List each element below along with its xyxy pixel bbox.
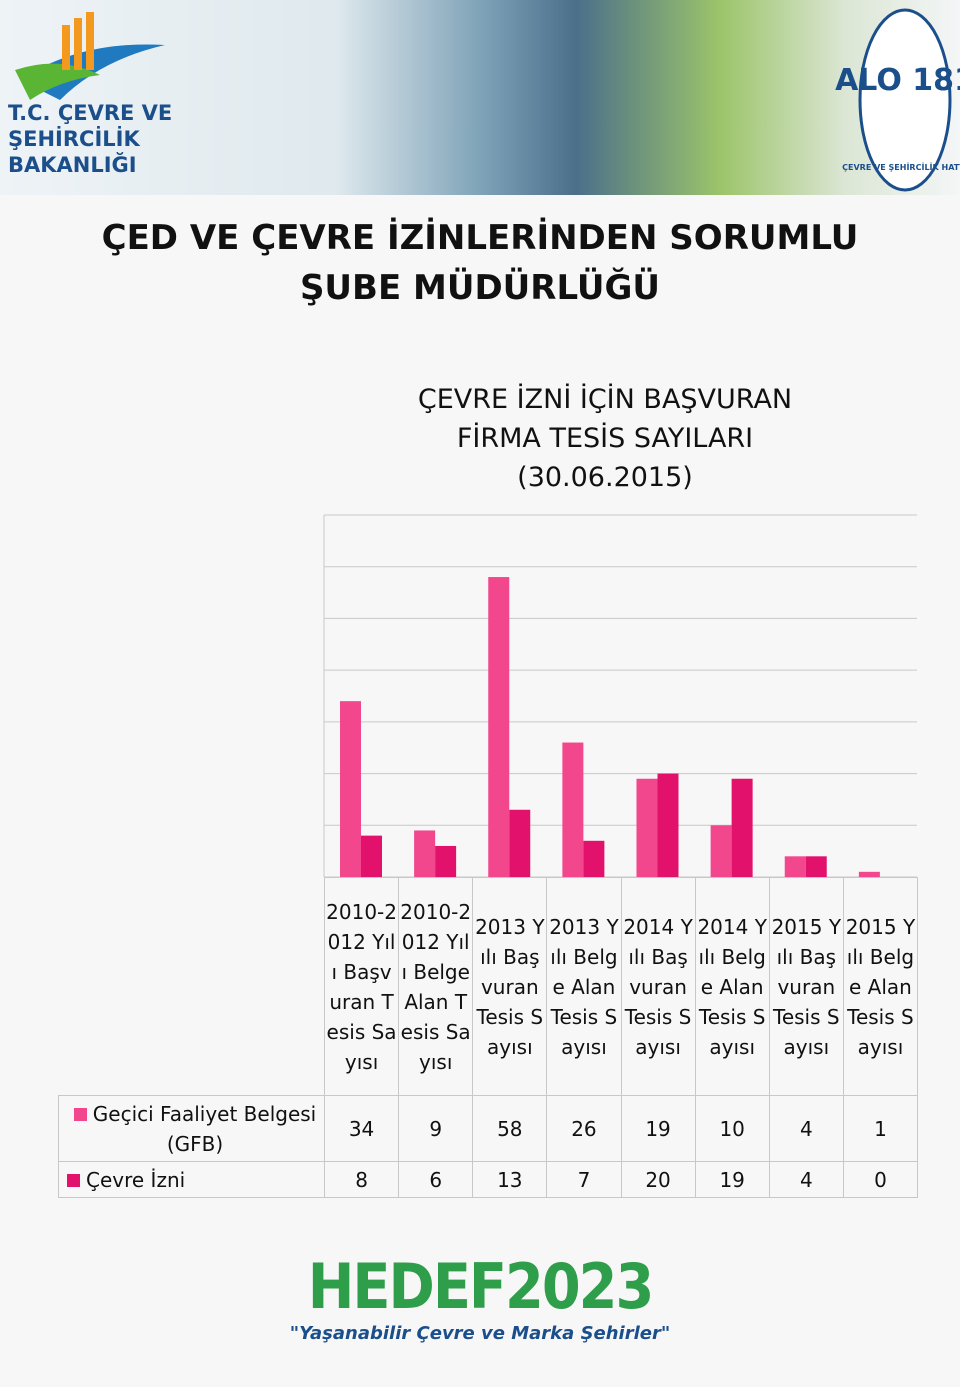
- bar: [340, 701, 361, 877]
- series-row: Geçici Faaliyet Belgesi (GFB) 34 9 58 26 19 10…: [58, 1095, 919, 1162]
- legend-label: Geçici Faaliyet Belgesi (GFB): [92, 1101, 317, 1156]
- value-cell: 4: [768, 1095, 844, 1162]
- logo-bar: [86, 12, 94, 70]
- header-row: 2010-2012 Yılı Başvuran Tesis Sayısı 2010…: [58, 877, 919, 1096]
- bar: [710, 825, 732, 877]
- legend-label: Çevre İzni: [86, 1167, 186, 1192]
- value-cell: 34: [323, 1095, 400, 1162]
- value-cell: 20: [620, 1161, 696, 1198]
- logo-text-box: T.C. ÇEVRE VE ŞEHİRCİLİK BAKANLIĞI: [8, 101, 173, 177]
- slogan-title: HEDEF2023: [307, 1250, 655, 1323]
- bar: [488, 577, 510, 877]
- logo-bar: [74, 18, 82, 70]
- bar: [858, 871, 880, 877]
- value-cell: 13: [472, 1161, 548, 1198]
- header-logos: T.C. ÇEVRE VE ŞEHİRCİLİK BAKANLIĞI ALO 1…: [8, 8, 960, 192]
- slogan: "Yaşanabilir Çevre ve Marka Şehirler": [289, 1323, 671, 1344]
- value-cell: 6: [398, 1161, 474, 1198]
- hotline-badge: [858, 8, 952, 192]
- ministry-name: T.C. ÇEVRE VE ŞEHİRCİLİK BAKANLIĞI: [8, 101, 173, 177]
- logo-bar: [62, 25, 70, 70]
- footer: HEDEF2023 "Yaşanabilir Çevre ve Marka Şe…: [0, 1250, 960, 1344]
- series-row: Çevre İzni 8 6 13 7 20 19 4 0: [58, 1161, 919, 1198]
- bar: [805, 856, 827, 877]
- hotline: ALO 181: [835, 63, 960, 98]
- value-cell: 19: [694, 1161, 770, 1198]
- chart: [323, 514, 917, 878]
- bar: [361, 835, 382, 877]
- value-cell: 8: [323, 1161, 400, 1198]
- bar: [636, 778, 658, 877]
- value-cell: 7: [546, 1161, 622, 1198]
- bar: [784, 856, 806, 877]
- bar: [657, 773, 679, 877]
- bar: [731, 778, 753, 877]
- legend-swatch: [73, 1107, 87, 1121]
- category-label: 2015 Yılı Başvuran Tesis Sayısı: [768, 877, 844, 1096]
- value-cell: 1: [842, 1095, 919, 1162]
- page-title: ŞUBE MÜDÜRLÜĞÜ: [299, 268, 661, 308]
- bar: [583, 840, 605, 877]
- logo-swoosh: [15, 63, 100, 100]
- value-cell: 58: [472, 1095, 548, 1162]
- value-cell: 4: [768, 1161, 844, 1198]
- corner-cell: [58, 877, 325, 1096]
- legend-swatch: [67, 1173, 80, 1187]
- hotline-caption: ÇEVRE VE ŞEHİRCİLİK HATTI: [842, 162, 960, 172]
- category-label: 2013 Yılı Başvuran Tesis Sayısı: [472, 877, 548, 1096]
- value-cell: 26: [546, 1095, 622, 1162]
- category-label: 2015 Yılı Belge Alan Tesis Sayısı: [842, 877, 919, 1096]
- legend-cell: Çevre İzni: [58, 1161, 325, 1198]
- header-banner: T.C. ÇEVRE VE ŞEHİRCİLİK BAKANLIĞI ALO 1…: [0, 0, 960, 195]
- value-cell: 10: [694, 1095, 770, 1162]
- bar: [435, 845, 457, 877]
- category-label: 2013 Yılı Belge Alan Tesis Sayısı: [546, 877, 622, 1096]
- category-label: 2010-2012 Yılı Belge Alan Tesis Sayısı: [398, 877, 474, 1096]
- value-cell: 9: [398, 1095, 474, 1162]
- bar: [414, 830, 436, 877]
- chart-title: ÇEVRE İZNİ İÇİN BAŞVURAN FİRMA TESİS SAY…: [417, 384, 793, 493]
- category-label: 2014 Yılı Belge Alan Tesis Sayısı: [694, 877, 770, 1096]
- value-cell: 0: [842, 1161, 919, 1198]
- bar: [562, 742, 584, 877]
- category-label: 2014 Yılı Başvuran Tesis Sayısı: [620, 877, 696, 1096]
- value-cell: 19: [620, 1095, 696, 1162]
- category-label: 2010-2012 Yılı Başvuran Tesis Sayısı: [323, 877, 400, 1096]
- page-title: ÇED VE ÇEVRE İZİNLERİNDEN SORUMLU: [101, 218, 859, 258]
- bar: [509, 809, 531, 877]
- data-table: 2010-2012 Yılı Başvuran Tesis Sayısı 2010…: [58, 877, 919, 1198]
- legend-cell: Geçici Faaliyet Belgesi (GFB): [58, 1095, 325, 1162]
